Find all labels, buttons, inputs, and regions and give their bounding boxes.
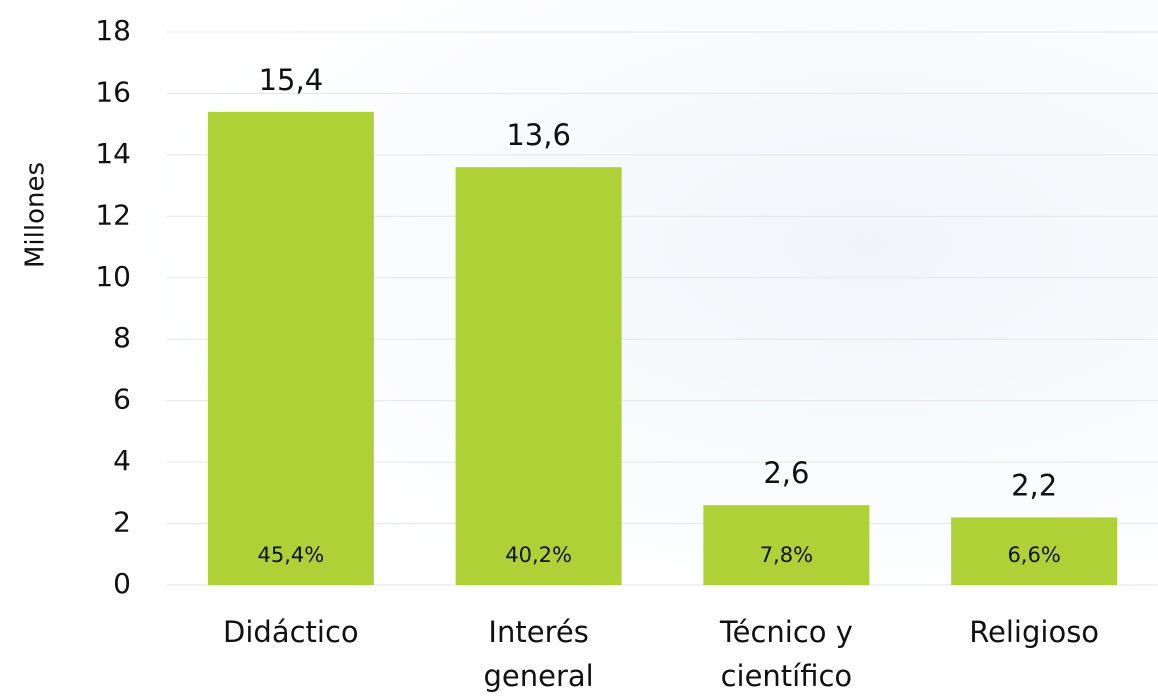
- y-axis-label: Millones: [21, 162, 51, 268]
- y-tick-label: 8: [113, 321, 131, 354]
- share-label: 7,8%: [760, 543, 813, 567]
- bar: [455, 167, 622, 585]
- y-tick-label: 10: [95, 260, 131, 293]
- share-label: 40,2%: [505, 543, 572, 567]
- y-tick-label: 4: [113, 444, 131, 477]
- y-tick-label: 12: [95, 198, 131, 231]
- y-tick-label: 2: [113, 506, 131, 539]
- y-tick-label: 0: [113, 567, 131, 600]
- value-label: 2,2: [1011, 468, 1057, 502]
- bar: [207, 111, 374, 585]
- y-tick-label: 18: [95, 14, 131, 47]
- y-tick-label: 6: [113, 383, 131, 416]
- value-label: 13,6: [506, 118, 571, 152]
- bar: [703, 505, 870, 585]
- x-tick-label: Técnico y científico: [719, 615, 853, 693]
- x-tick-label: Religioso: [969, 615, 1100, 649]
- y-tick-label: 14: [95, 137, 131, 170]
- share-label: 6,6%: [1007, 543, 1060, 567]
- y-tick-label: 16: [95, 75, 131, 108]
- share-label: 45,4%: [258, 543, 325, 567]
- value-label: 2,6: [763, 456, 809, 490]
- x-tick-label: Interés general: [483, 615, 594, 693]
- x-tick-label: Didáctico: [223, 615, 359, 649]
- value-label: 15,4: [259, 63, 324, 97]
- bar: [951, 517, 1118, 585]
